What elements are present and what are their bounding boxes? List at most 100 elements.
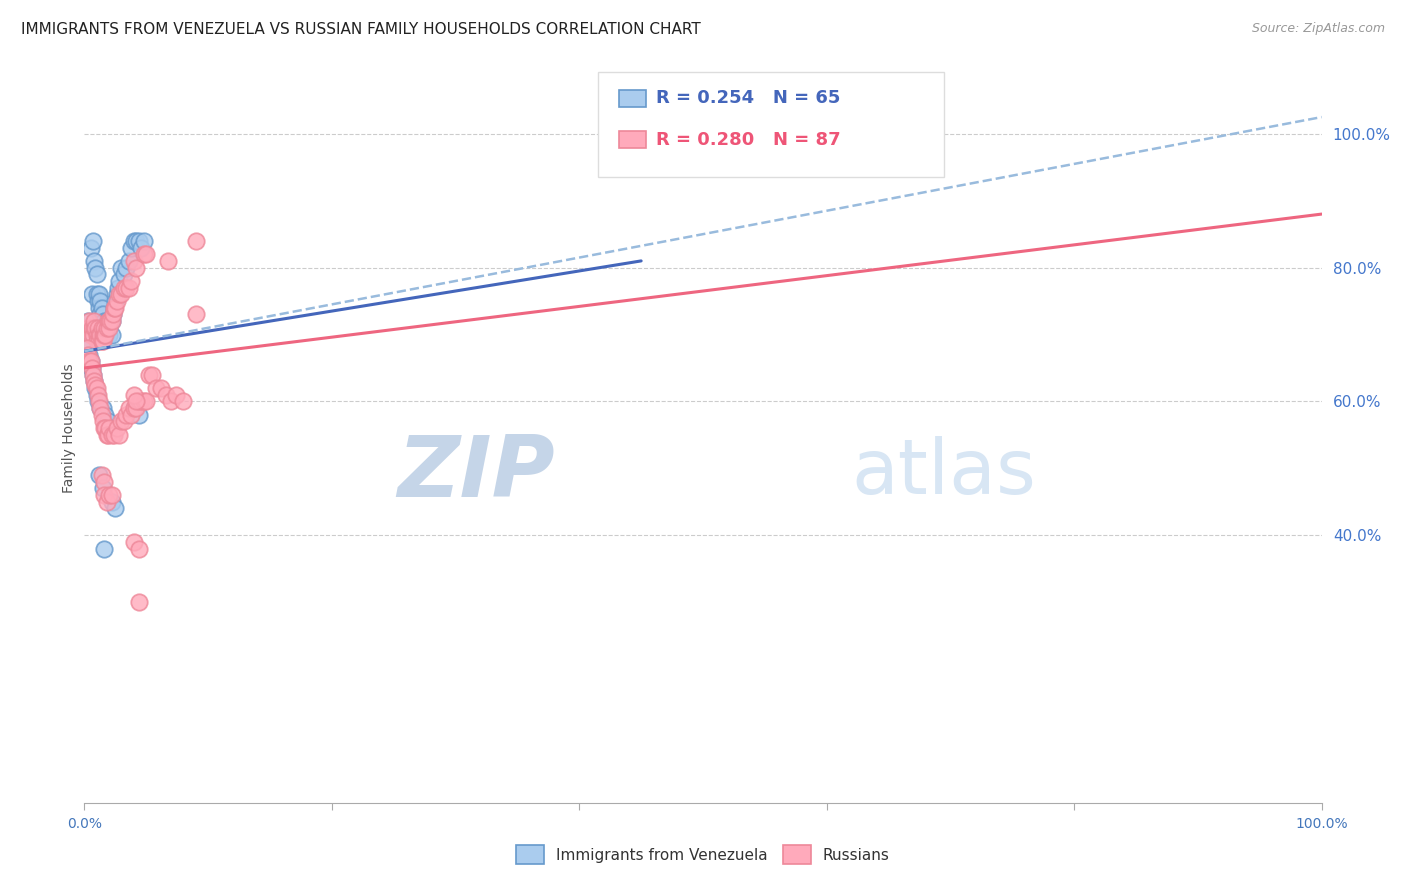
Point [86,327,108,342]
Point [86,287,108,301]
Point [145,381,167,395]
Point [100,488,122,502]
Point [93,475,115,489]
Point [91,415,114,429]
Point [90,408,112,422]
Point [97,314,120,328]
Point [103,301,125,315]
Point [107,281,129,295]
Point [91,482,114,496]
Point [128,541,150,556]
Point [94,321,117,335]
Point [104,301,127,315]
Point [79,348,101,362]
Point [98,321,121,335]
Point [89,401,111,416]
Point [93,321,115,335]
Point [98,488,121,502]
Text: atlas: atlas [852,436,1036,510]
Point [77,321,100,335]
Point [87,394,110,409]
Point [120,274,142,288]
Point [90,334,112,349]
Point [84,377,107,392]
Point [83,254,105,268]
Point [105,287,128,301]
Point [79,241,101,255]
Point [132,394,155,409]
Point [91,321,114,335]
Point [94,327,117,342]
Point [86,388,108,402]
Point [79,314,101,328]
Point [91,401,114,416]
Point [103,428,125,442]
Point [115,408,138,422]
Bar [619,90,647,107]
Point [83,375,105,389]
Point [98,314,121,328]
Point [184,308,207,322]
Point [87,294,110,309]
Y-axis label: Family Households: Family Households [62,363,76,493]
Point [118,254,141,268]
Text: R = 0.280   N = 87: R = 0.280 N = 87 [657,131,841,149]
Point [82,327,104,342]
Point [135,394,157,409]
Point [96,495,118,509]
Point [93,488,115,502]
Point [89,468,111,483]
Point [112,415,135,429]
Point [184,234,207,248]
Point [79,354,101,368]
Point [93,327,115,342]
Point [91,327,114,342]
Text: IMMIGRANTS FROM VENEZUELA VS RUSSIAN FAMILY HOUSEHOLDS CORRELATION CHART: IMMIGRANTS FROM VENEZUELA VS RUSSIAN FAM… [21,22,700,37]
Point [93,541,115,556]
Point [100,314,122,328]
Point [115,260,138,275]
Point [128,394,150,409]
Point [98,314,121,328]
Point [96,314,118,328]
Point [80,287,103,301]
Point [79,327,101,342]
Point [125,401,148,416]
Point [90,468,112,483]
Point [112,268,135,282]
Point [89,301,111,315]
Point [141,368,163,382]
Point [87,321,110,335]
Point [76,341,98,355]
Point [84,321,107,335]
Point [89,327,111,342]
Point [129,394,152,409]
Point [122,401,145,416]
Point [89,327,111,342]
Point [110,260,132,275]
Point [90,301,112,315]
Text: R = 0.254   N = 65: R = 0.254 N = 65 [657,89,841,107]
Point [93,421,115,435]
Point [84,260,107,275]
Point [122,234,145,248]
Point [89,287,111,301]
Point [135,247,157,261]
FancyBboxPatch shape [598,72,945,178]
Point [86,268,108,282]
Point [122,535,145,549]
Bar [619,131,647,148]
Point [89,294,111,309]
Point [77,314,100,328]
Point [128,595,150,609]
Point [101,308,124,322]
Point [112,281,135,295]
Point [97,415,120,429]
Point [125,234,148,248]
Point [82,234,104,248]
Point [80,361,103,376]
Point [97,321,120,335]
Point [90,321,112,335]
Point [91,334,114,349]
Point [129,241,152,255]
